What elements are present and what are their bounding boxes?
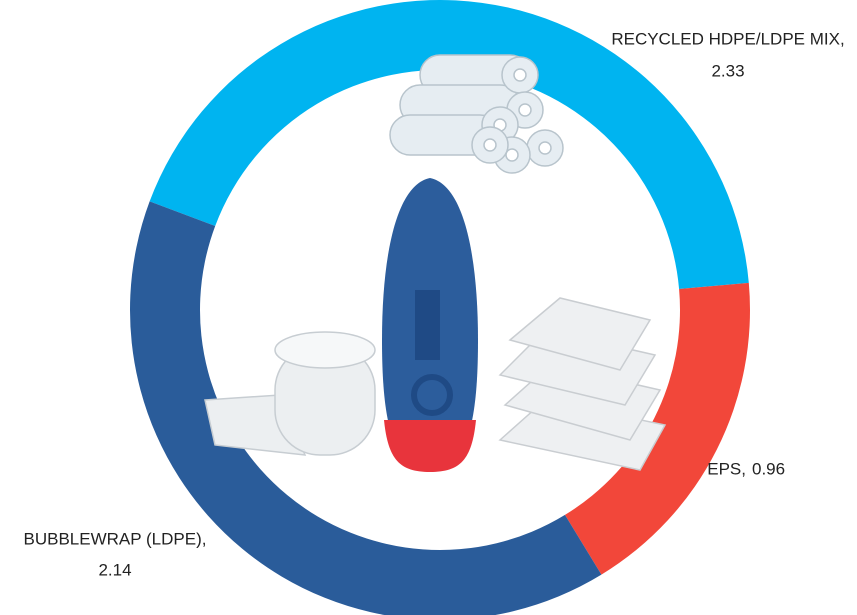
- value-label: 2.14: [98, 560, 131, 579]
- segment-label: RECYCLED HDPE/LDPE MIX,: [611, 29, 844, 48]
- paddle-board: [382, 178, 478, 472]
- segment-label: EPS,: [707, 459, 746, 478]
- value-label: 0.96: [752, 459, 785, 478]
- value-label: 2.33: [711, 61, 744, 80]
- segment-label: BUBBLEWRAP (LDPE),: [24, 529, 207, 548]
- film-rolls: [389, 54, 564, 174]
- donut-segment: [149, 0, 749, 289]
- donut-segment: [130, 201, 602, 615]
- foam-sheets: [498, 297, 667, 471]
- bubble-wrap: [204, 331, 376, 456]
